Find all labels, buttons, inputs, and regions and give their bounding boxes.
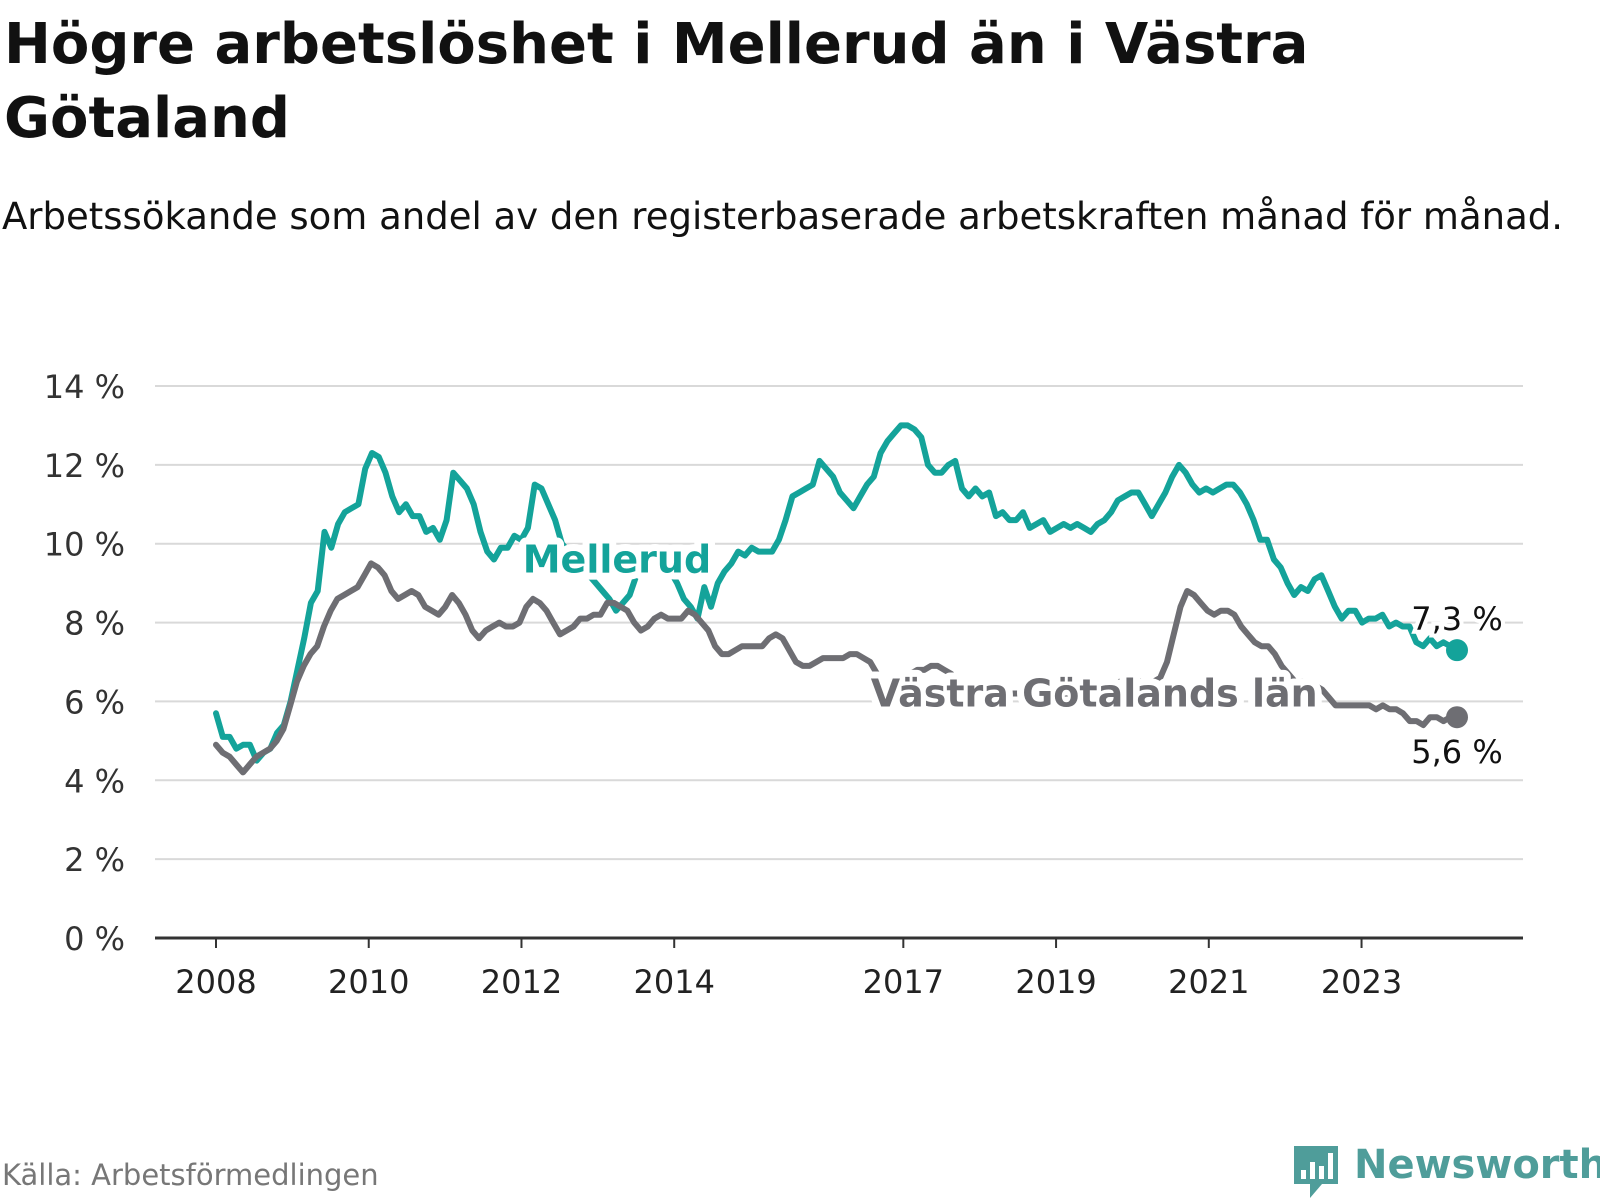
x-tick-label: 2019	[1015, 963, 1096, 1001]
end-point-marker	[1446, 706, 1468, 729]
x-tick-label: 2014	[633, 963, 714, 1001]
y-tick-label: 10 %	[44, 526, 125, 564]
chart-subtitle: Arbetssökande som andel av den registerb…	[2, 195, 1563, 238]
gridlines	[155, 385, 1523, 861]
y-tick-label: 12 %	[44, 447, 125, 485]
x-tick-label: 2021	[1168, 963, 1249, 1001]
end-value-label: 5,6 %	[1411, 733, 1502, 771]
series-line-mellerud	[213, 422, 1460, 764]
x-axis: 2008 2010 2012 2014 2017 2019 2021 2023	[155, 936, 1523, 1001]
series-lines	[213, 422, 1468, 776]
source-note: Källa: Arbetsförmedlingen	[2, 1158, 379, 1192]
y-tick-label: 14 %	[44, 368, 125, 406]
series-labels: 7,3 % 5,6 % Mellerud Västra Götalands län	[516, 530, 1507, 775]
y-tick-label: 6 %	[64, 683, 125, 721]
y-tick-label: 0 %	[64, 920, 125, 958]
series-label: Mellerud	[523, 537, 711, 581]
series-line-vastra-gotaland	[213, 560, 1460, 776]
end-point-marker	[1446, 639, 1468, 662]
x-tick-label: 2008	[175, 963, 256, 1001]
x-tick-label: 2023	[1321, 963, 1402, 1001]
chart-title: Högre arbetslöshet i Mellerud än i Västr…	[4, 12, 1309, 151]
y-tick-label: 2 %	[64, 841, 125, 879]
x-tick-label: 2012	[481, 963, 562, 1001]
x-tick-label: 2017	[863, 963, 944, 1001]
brand-name: Newsworthy	[1354, 1142, 1600, 1188]
x-tick-label: 2010	[328, 963, 409, 1001]
y-tick-label: 8 %	[64, 605, 125, 643]
line-chart: 0 % 2 % 4 % 6 % 8 % 10 % 12 % 14 % 2008 2010 2012…	[44, 368, 1523, 1001]
end-value-label: 7,3 %	[1411, 600, 1502, 638]
y-tick-label: 4 %	[64, 762, 125, 800]
y-axis: 0 % 2 % 4 % 6 % 8 % 10 % 12 % 14 %	[44, 368, 125, 958]
bar-chart-icon	[1294, 1146, 1338, 1198]
series-label: Västra Götalands län	[871, 672, 1318, 716]
